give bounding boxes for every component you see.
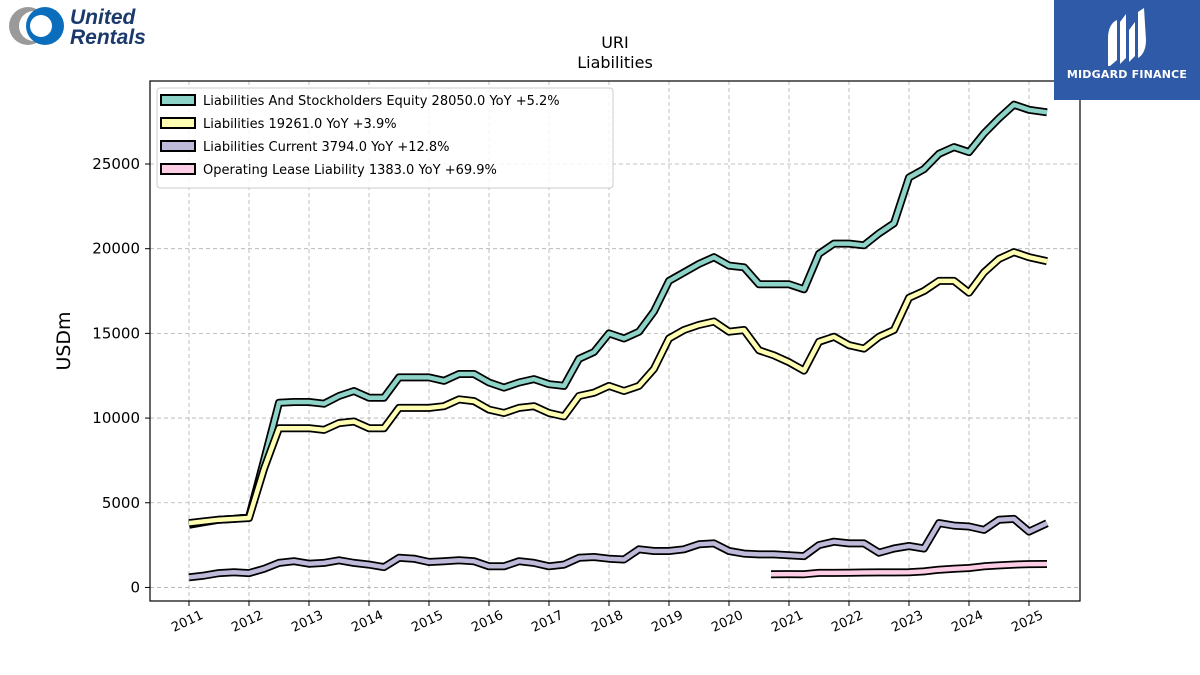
legend-entry: Liabilities And Stockholders Equity 2805… bbox=[203, 94, 560, 109]
legend-entry: Liabilities Current 3794.0 YoY +12.8% bbox=[203, 140, 450, 155]
legend-swatch bbox=[160, 117, 196, 129]
ur-logo-line2: Rentals bbox=[70, 26, 146, 48]
x-tick-label: 2021 bbox=[769, 608, 805, 636]
x-tick-label: 2016 bbox=[469, 608, 505, 636]
y-axis-label: USDm bbox=[53, 311, 75, 370]
plot-frame bbox=[149, 80, 1081, 602]
legend-swatch bbox=[160, 140, 196, 152]
x-tick-label: 2017 bbox=[529, 608, 565, 636]
chart-subtitle: Liabilities bbox=[577, 53, 653, 72]
legend: Liabilities And Stockholders Equity 2805… bbox=[156, 87, 614, 189]
x-tick-label: 2019 bbox=[649, 608, 685, 636]
y-tick-label: 0 bbox=[130, 578, 140, 596]
x-tick-label: 2018 bbox=[589, 608, 625, 636]
x-axis: 2011 2012 2013 2014 2015 2016 2017 2018 2019 2020… bbox=[169, 601, 1046, 636]
series-line-operating-lease-liability bbox=[770, 561, 1048, 577]
x-tick-label: 2020 bbox=[709, 608, 745, 636]
ur-logo-line1: United bbox=[70, 6, 137, 29]
y-tick-label: 20000 bbox=[92, 240, 140, 258]
x-tick-label: 2024 bbox=[949, 608, 985, 636]
legend-box bbox=[156, 87, 614, 189]
series-line-liabilities-current bbox=[188, 516, 1048, 580]
midgard-finance-logo: MIDGARD FINANCE bbox=[1054, 0, 1200, 100]
midgard-emblem-icon bbox=[1108, 8, 1146, 66]
x-tick-label: 2022 bbox=[829, 608, 865, 636]
series-lines bbox=[188, 100, 1049, 582]
x-tick-label: 2013 bbox=[289, 608, 325, 636]
y-tick-label: 15000 bbox=[92, 324, 140, 342]
series-line-liabilities-and-stockholders-equity bbox=[188, 102, 1048, 528]
legend-swatch bbox=[160, 94, 196, 106]
legend-entry: Operating Lease Liability 1383.0 YoY +69… bbox=[203, 163, 497, 178]
x-tick-label: 2023 bbox=[889, 608, 925, 636]
y-tick-label: 10000 bbox=[92, 409, 140, 427]
united-rentals-logo: United Rentals bbox=[4, 4, 164, 49]
x-tick-label: 2015 bbox=[409, 608, 445, 636]
y-tick-label: 5000 bbox=[102, 494, 140, 512]
x-tick-label: 2012 bbox=[229, 608, 265, 636]
x-tick-label: 2011 bbox=[169, 608, 205, 636]
legend-entry: Liabilities 19261.0 YoY +3.9% bbox=[203, 117, 397, 132]
y-axis: 0 5000 10000 15000 20000 25000 bbox=[92, 155, 150, 596]
chart-title: URI bbox=[601, 33, 629, 52]
x-tick-label: 2014 bbox=[349, 608, 385, 636]
series-line-liabilities bbox=[188, 249, 1048, 526]
x-tick-label: 2025 bbox=[1009, 608, 1045, 636]
midgard-logo-text: MIDGARD FINANCE bbox=[1066, 68, 1188, 81]
y-tick-label: 25000 bbox=[92, 155, 140, 173]
legend-swatch bbox=[160, 163, 196, 175]
